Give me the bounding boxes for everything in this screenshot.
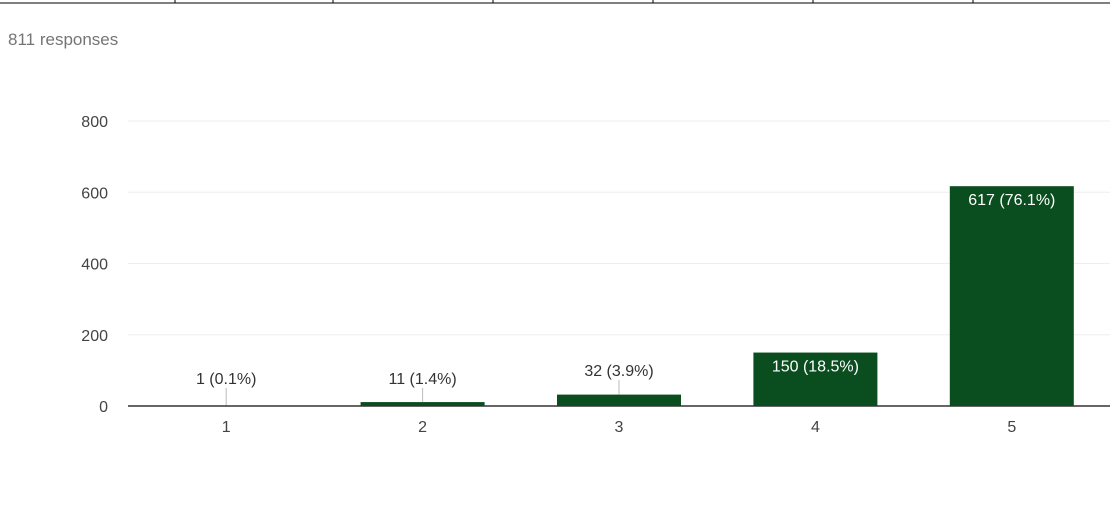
x-tick-label: 2 (418, 419, 427, 436)
bars (164, 186, 1074, 406)
x-tick-label: 5 (1007, 419, 1016, 436)
data-label: 617 (76.1%) (968, 192, 1055, 209)
data-labels: 1 (0.1%) 11 (1.4%) 32 (3.9%) 150 (18.5%) 617… (196, 192, 1055, 406)
bar-3 (557, 394, 681, 406)
y-axis-ticks: 0 200 400 600 800 (81, 114, 108, 416)
x-axis-ticks: 1 2 3 4 5 (222, 419, 1017, 436)
x-tick-label: 4 (811, 419, 820, 436)
y-tick-label: 800 (81, 114, 108, 131)
data-label: 11 (1.4%) (389, 371, 457, 388)
data-label: 1 (0.1%) (196, 371, 256, 388)
top-table-border (0, 0, 1110, 4)
data-label: 32 (3.9%) (584, 363, 653, 380)
x-tick-label: 1 (222, 419, 231, 436)
y-tick-label: 200 (81, 328, 108, 345)
y-tick-label: 0 (99, 399, 108, 416)
bar-5 (949, 186, 1074, 406)
y-tick-label: 600 (81, 185, 108, 202)
response-count: 811 responses (8, 30, 119, 49)
data-label: 150 (18.5%) (772, 359, 859, 376)
bar-2 (360, 402, 485, 406)
x-tick-label: 3 (615, 419, 624, 436)
y-tick-label: 400 (81, 257, 108, 274)
gridlines (128, 120, 1110, 336)
bar-4 (753, 352, 878, 406)
